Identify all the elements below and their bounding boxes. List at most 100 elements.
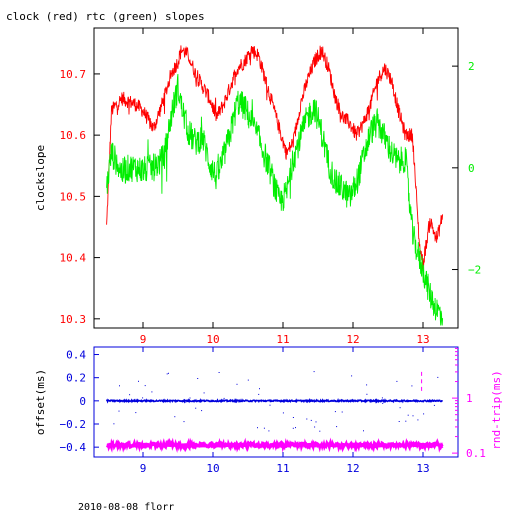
offset-point: [314, 426, 316, 428]
bottom-x-tick-label: 13: [416, 462, 429, 475]
offset-point: [263, 427, 265, 429]
series-offset: [105, 398, 444, 404]
offset-point: [258, 393, 260, 395]
offset-point: [363, 430, 364, 432]
bottom-y-tick-label: 0.2: [66, 372, 86, 385]
offset-point: [398, 421, 400, 422]
offset-point: [319, 430, 321, 432]
offset-point: [334, 411, 336, 413]
bottom-x-tick-label: 11: [276, 462, 289, 475]
offset-point: [382, 402, 384, 404]
offset-point: [405, 420, 407, 422]
offset-point: [137, 399, 139, 401]
top-y2-tick-label: −2: [468, 264, 481, 277]
bottom-x-tick-label: 9: [140, 462, 147, 475]
offset-point: [168, 372, 169, 374]
top-y-axis-label: clockslope: [34, 145, 47, 211]
bottom-x-tick-label: 12: [346, 462, 359, 475]
top-y-tick-label: 10.7: [60, 68, 87, 81]
offset-point: [197, 378, 199, 379]
offset-point: [437, 376, 439, 378]
series-clock: [106, 45, 444, 270]
offset-point: [118, 410, 120, 412]
bottom-x-tick-label: 10: [206, 462, 219, 475]
offset-point: [292, 427, 294, 429]
offset-point: [201, 410, 203, 412]
top-x-tick-label: 13: [416, 333, 429, 346]
offset-point: [203, 392, 205, 394]
offset-point: [412, 415, 414, 417]
offset-point: [142, 397, 144, 399]
offset-point: [138, 380, 139, 382]
offset-point: [366, 393, 368, 395]
series-rnd-trip: [105, 437, 444, 453]
figure-title: clock (red) rtc (green) slopes: [6, 10, 205, 23]
offset-point: [119, 385, 120, 387]
offset-point: [166, 373, 168, 375]
offset-point: [336, 426, 338, 428]
top-y2-tick-label: 2: [468, 60, 475, 73]
top-x-tick-label: 12: [346, 333, 359, 346]
footer-label: 2010-08-08 florr: [78, 502, 174, 512]
bottom-y-tick-label: −0.4: [60, 441, 87, 454]
offset-point: [433, 404, 435, 406]
offset-point: [407, 414, 409, 416]
offset-point: [135, 412, 137, 414]
offset-point: [381, 397, 383, 399]
offset-point: [399, 407, 401, 409]
offset-point: [315, 421, 317, 423]
bottom-y2-tick-label: 1: [466, 392, 473, 405]
bottom-y2-tick-label: 0.1: [466, 447, 486, 460]
top-y-tick-label: 10.4: [60, 252, 87, 265]
top-y-tick-label: 10.6: [60, 129, 87, 142]
offset-point: [257, 427, 258, 429]
top-x-tick-label: 9: [140, 333, 147, 346]
offset-point: [269, 404, 271, 406]
offset-point: [218, 372, 220, 373]
offset-point: [423, 413, 425, 415]
bottom-y-tick-label: 0.4: [66, 349, 86, 362]
bottom-y-tick-label: −0.2: [60, 418, 87, 431]
offset-point: [282, 412, 284, 414]
bottom-series: [105, 371, 444, 453]
offset-point: [310, 419, 312, 421]
offset-point: [113, 423, 115, 425]
offset-point: [144, 385, 146, 387]
offset-point: [341, 411, 343, 413]
offset-point: [247, 379, 249, 381]
bottom-axes: 9 10 11 12 13 −0.4 −0.2 0 0.2 0.4 0.1 1: [60, 347, 486, 475]
offset-point: [129, 394, 131, 396]
top-y2-tick-label: 0: [468, 162, 475, 175]
bottom-y-axis-label: offset(ms): [34, 369, 47, 435]
offset-point: [151, 391, 153, 393]
offset-point: [189, 397, 191, 399]
offset-point: [174, 416, 176, 418]
offset-point: [366, 384, 368, 386]
offset-point: [184, 401, 186, 403]
bottom-y2-axis-label: rnd-trip(ms): [490, 370, 503, 449]
offset-point: [306, 418, 308, 420]
top-series: [106, 45, 444, 326]
offset-point: [417, 419, 419, 421]
top-plot-frame: [93, 27, 459, 329]
offset-point: [295, 427, 296, 429]
offset-point: [259, 388, 260, 390]
top-chart: 9 10 11 12 13 10.3 10.4 10.5 10.6 10.7 −2 0 2 clocks…: [34, 27, 481, 346]
offset-point: [236, 383, 238, 385]
bottom-chart: 9 10 11 12 13−0.4−0.200.20.40.11 offset(ms) …: [34, 346, 503, 475]
top-x-tick-label: 10: [206, 333, 219, 346]
series-rtc: [106, 73, 444, 326]
offset-point: [313, 371, 315, 373]
offset-point: [268, 430, 270, 432]
bottom-plot-frame: [93, 346, 459, 458]
offset-point: [292, 417, 294, 418]
offset-scatter-dots: [113, 371, 439, 432]
top-y-tick-label: 10.5: [60, 190, 87, 203]
top-y-tick-label: 10.3: [60, 313, 87, 326]
offset-point: [396, 380, 398, 382]
top-axes: 9 10 11 12 13 10.3 10.4 10.5 10.6 10.7 −2 0 2: [60, 28, 481, 346]
offset-point: [411, 385, 413, 387]
offset-point: [223, 397, 225, 399]
bottom-y-tick-label: 0: [79, 395, 86, 408]
